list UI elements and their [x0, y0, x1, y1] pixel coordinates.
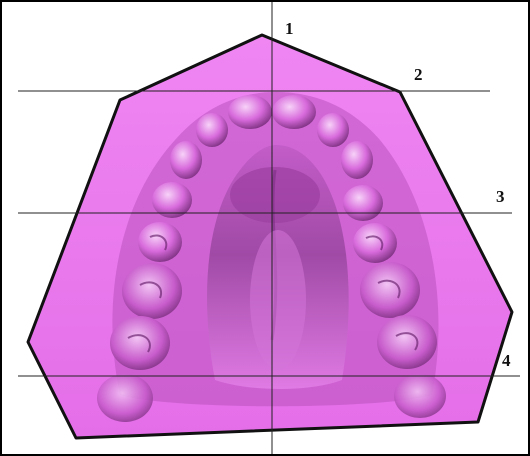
- palate-center-highlight: [250, 230, 306, 370]
- tooth-lateral-incisor-left: [317, 113, 349, 147]
- reference-label-3: 3: [496, 187, 505, 206]
- tooth-molar-3-left: [394, 374, 446, 418]
- reference-lines: [18, 2, 520, 454]
- tooth-molar-1-right: [122, 263, 182, 319]
- tooth-central-incisor-left: [272, 95, 316, 129]
- tooth-canine-left: [341, 141, 373, 179]
- tooth-premolar-1-right: [152, 182, 192, 218]
- palatal-rugae: [230, 167, 320, 223]
- tooth-premolar-2-left: [353, 223, 397, 263]
- reference-label-2: 2: [414, 65, 423, 84]
- tooth-molar-2-left: [377, 315, 437, 369]
- tooth-canine-right: [170, 141, 202, 179]
- tooth-molar-2-right: [110, 316, 170, 370]
- tooth-central-incisor-right: [228, 95, 272, 129]
- tooth-lateral-incisor-right: [196, 113, 228, 147]
- reference-label-4: 4: [502, 351, 511, 370]
- tooth-molar-3-right: [97, 374, 153, 422]
- tooth-premolar-1-left: [343, 185, 383, 221]
- reference-label-1: 1: [285, 19, 294, 38]
- tooth-molar-1-left: [360, 262, 420, 318]
- dental-arch: [97, 92, 446, 422]
- tooth-premolar-2-right: [138, 222, 182, 262]
